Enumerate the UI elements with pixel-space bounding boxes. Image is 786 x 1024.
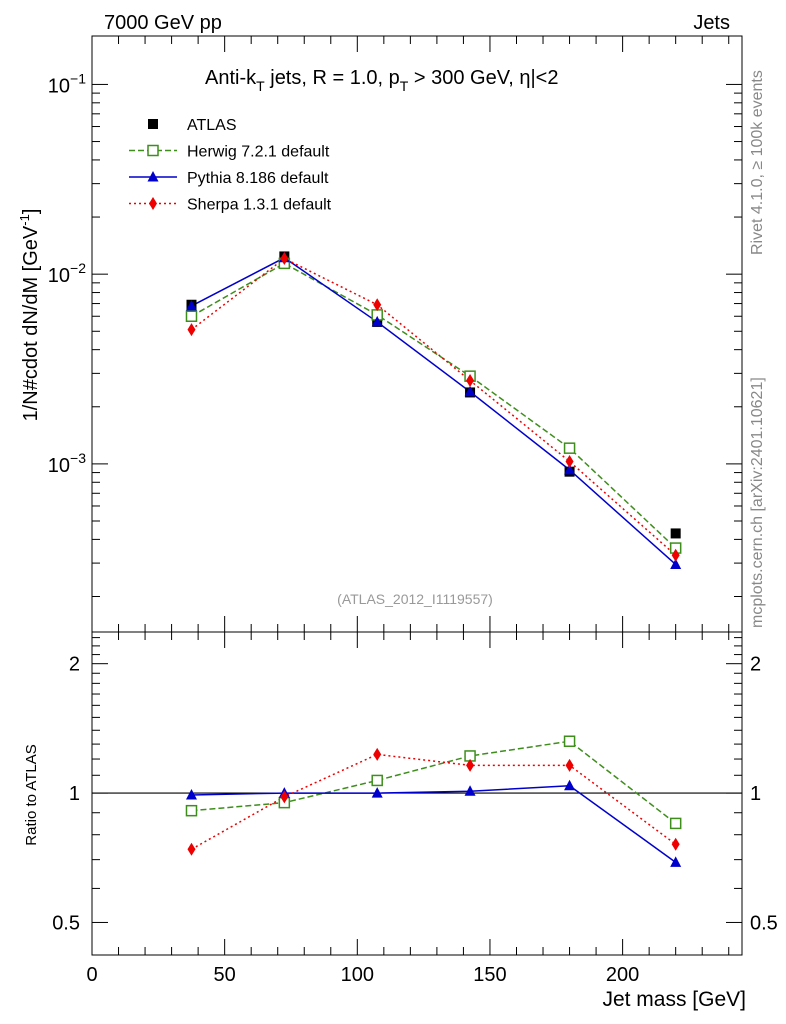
- ratio-y-tick-label-left: 0.5: [52, 912, 80, 934]
- ratio-pythia-point: [185, 788, 197, 800]
- x-tick-label: 0: [86, 964, 97, 986]
- ratio-axis-ticks: 0.5 0.5 1 1 2 2 0 50 100 150 200: [52, 632, 778, 986]
- main-series-group: [185, 251, 682, 569]
- x-tick-label: 150: [473, 964, 506, 986]
- main-herwig-point: [563, 442, 576, 454]
- main-pythia-point: [670, 558, 682, 569]
- main-sherpa-point: [280, 251, 289, 265]
- ratio-pythia-line: [191, 784, 677, 863]
- ratio-herwig-line: [191, 740, 677, 824]
- main-pythia-point: [371, 315, 383, 327]
- ratio-y-tick-label-left: 2: [69, 654, 80, 676]
- x-axis-label: Jet mass [GeV]: [602, 988, 746, 1011]
- main-sherpa-point: [565, 454, 574, 468]
- main-y-tick-label: 10−2: [48, 260, 86, 287]
- legend-marker-sherpa: [149, 197, 157, 210]
- ratio-herwig-point: [669, 817, 682, 830]
- ratio-y-tick-label-left: 1: [69, 783, 80, 805]
- x-tick-label: 100: [341, 964, 374, 986]
- legend-label-sherpa: Sherpa 1.3.1 default: [187, 197, 332, 214]
- ratio-sherpa-point: [671, 837, 680, 851]
- ratio-sherpa-point: [187, 842, 196, 856]
- main-sherpa-point: [466, 374, 475, 388]
- ratio-pythia-point: [464, 785, 476, 796]
- main-pythia-line: [191, 256, 677, 566]
- ratio-herwig-point: [185, 804, 198, 817]
- ratio-sherpa-point: [373, 747, 382, 761]
- main-pythia-point: [185, 299, 197, 311]
- rivet-version-label: Rivet 4.1.0, ≥ 100k events: [749, 70, 766, 255]
- main-herwig-point: [185, 310, 198, 323]
- analysis-id: (ATLAS_2012_I1119557): [337, 591, 493, 607]
- legend-label-pythia: Pythia 8.186 default: [187, 170, 329, 187]
- ratio-pythia-point: [371, 787, 383, 798]
- legend-marker-pythia: [147, 171, 159, 182]
- ratio-y-tick-label-right: 0.5: [750, 912, 778, 934]
- ratio-sherpa-point: [565, 758, 574, 772]
- main-herwig-line: [191, 262, 677, 549]
- ratio-pythia-point: [670, 856, 682, 867]
- legend-marker-atlas: [148, 119, 158, 129]
- x-tick-label: 50: [214, 964, 236, 986]
- main-y-tick-label: 10−1: [48, 70, 86, 97]
- chart-title: Anti-kT jets, R = 1.0, pT > 300 GeV, η|<…: [205, 67, 558, 94]
- legend-marker-herwig: [147, 144, 159, 157]
- main-sherpa-point: [373, 298, 382, 312]
- ratio-y-tick-label-right: 2: [750, 654, 761, 676]
- energy-label: 7000 GeV pp: [104, 12, 222, 34]
- legend-label-herwig: Herwig 7.2.1 default: [187, 144, 330, 161]
- main-sherpa-point: [671, 548, 680, 562]
- category-label: Jets: [693, 12, 730, 34]
- main-sherpa-line: [191, 257, 677, 556]
- main-pythia-point: [464, 385, 476, 397]
- ratio-sherpa-point: [280, 790, 289, 804]
- main-y-axis-label: 1/N#cdot dN/dM [GeV-1]: [17, 209, 42, 422]
- legend: ATLAS Herwig 7.2.1 default Pythia 8.186 de…: [129, 117, 332, 214]
- main-axis-ticks: 10−1 10−2 10−3: [48, 36, 742, 632]
- main-atlas-point: [670, 528, 681, 539]
- main-y-tick-label: 10−3: [48, 450, 86, 477]
- ratio-herwig-point: [371, 774, 383, 787]
- ratio-y-axis-label: Ratio to ATLAS: [23, 744, 40, 845]
- ratio-pythia-point: [564, 779, 576, 791]
- ratio-sherpa-line: [191, 753, 677, 850]
- legend-label-atlas: ATLAS: [187, 117, 237, 134]
- main-sherpa-point: [187, 323, 196, 337]
- main-pythia-point: [564, 463, 576, 475]
- ratio-sherpa-point: [466, 758, 475, 772]
- x-tick-label: 200: [606, 964, 639, 986]
- ratio-y-tick-label-right: 1: [750, 783, 761, 805]
- mcplots-label: mcplots.cern.ch [arXiv:2401.10621]: [749, 377, 766, 628]
- ratio-series-group: [185, 735, 682, 867]
- ratio-herwig-point: [563, 735, 576, 747]
